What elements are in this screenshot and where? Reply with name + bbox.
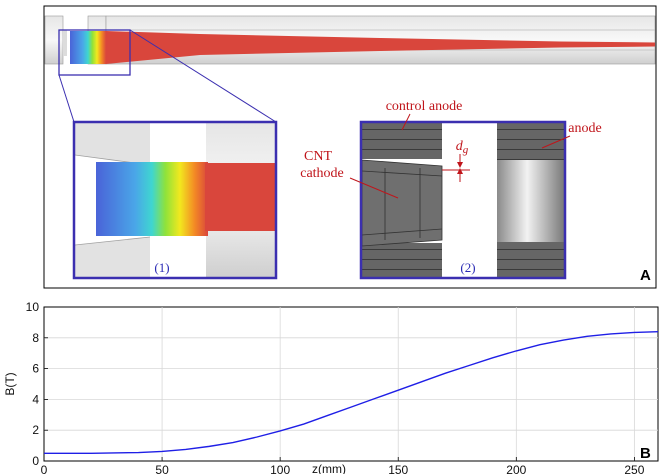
y-tick-label: 10 (26, 300, 40, 314)
inset-1-cathode-beam (96, 162, 208, 236)
beam-body (106, 31, 655, 64)
chart-grid (44, 307, 658, 461)
zoom-box (58, 29, 131, 76)
cathode-pointer (349, 177, 399, 199)
gap-label: dg (456, 139, 469, 156)
y-axis-ticks: 0 2 4 6 8 10 (26, 300, 48, 468)
control-anode-pointer (401, 113, 411, 131)
cathode-label: cathode (300, 166, 344, 181)
x-tick-label: 100 (270, 463, 290, 474)
x-axis-ticks: 0 50 100 150 200 250 (41, 457, 645, 474)
x-tick-label: 200 (506, 463, 526, 474)
anode-bore (497, 160, 564, 242)
x-tick-label: 250 (624, 463, 644, 474)
zoom-guide-left (58, 74, 75, 123)
cnt-label: CNT (304, 149, 332, 164)
anode-pointer (541, 135, 571, 149)
control-anode-lower (362, 243, 442, 277)
x-tick-label: 0 (41, 463, 48, 474)
x-tick-label: 150 (388, 463, 408, 474)
y-tick-label: 4 (32, 392, 39, 406)
y-tick-label: 2 (32, 423, 39, 437)
panel-a-letter: A (640, 267, 651, 284)
y-tick-label: 0 (32, 454, 39, 468)
x-tick-label: 50 (155, 463, 169, 474)
inset-1-label: (1) (154, 260, 169, 275)
electron-beam (70, 31, 655, 64)
anode-label: anode (568, 121, 601, 136)
chart-plot-area (43, 306, 659, 462)
inset-2: (2) (359, 120, 567, 280)
y-axis-label: B(T) (3, 372, 17, 395)
panel-b-chart: 0 50 100 150 200 250 0 2 4 6 8 10 z(mm) B(T) B (3, 300, 659, 474)
b-field-line (44, 330, 659, 454)
panel-b-letter: B (640, 445, 651, 462)
cnt-cathode-body (361, 159, 443, 247)
panel-a: (1) (2) control anode anode CNT (43, 5, 657, 289)
zoom-guide-right (129, 29, 277, 123)
inset-1: (1) (72, 120, 278, 280)
control-anode-upper (362, 123, 442, 159)
inset-2-label: (2) (460, 260, 475, 275)
y-tick-label: 6 (32, 362, 39, 376)
control-anode-label: control anode (386, 99, 463, 114)
x-axis-label: z(mm) (312, 462, 346, 474)
y-tick-label: 8 (32, 331, 39, 345)
inset-1-beam (205, 163, 275, 231)
